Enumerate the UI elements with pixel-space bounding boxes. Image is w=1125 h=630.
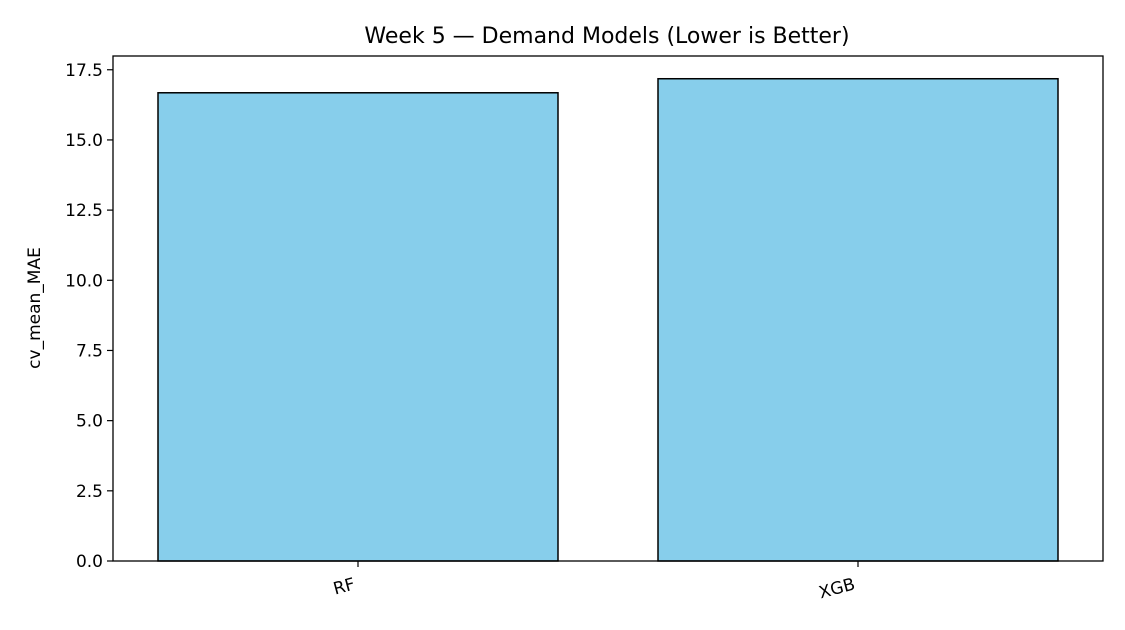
y-tick-label: 17.5 [65, 61, 103, 81]
y-tick-label: 12.5 [65, 201, 103, 221]
y-tick-label: 2.5 [76, 482, 103, 502]
y-axis-ticks: 0.0 2.5 5.0 7.5 10.0 12.5 15.0 17.5 [65, 61, 113, 572]
y-tick-label: 10.0 [65, 271, 103, 291]
y-tick-label: 7.5 [76, 341, 103, 361]
plot-area-frame [112, 55, 1104, 562]
bar-xgb [657, 77, 1059, 562]
x-tick-label-rf: RF [331, 575, 357, 600]
x-axis-ticks: RF XGB [331, 561, 859, 604]
y-axis-label: cv_mean_MAE [25, 247, 45, 369]
chart-title: Week 5 — Demand Models (Lower is Better) [364, 24, 849, 49]
y-tick-label: 0.0 [76, 552, 103, 572]
y-tick-label: 15.0 [65, 131, 103, 151]
y-tick-label: 5.0 [76, 412, 103, 432]
bars-group [157, 77, 1059, 562]
bar-rf [157, 92, 559, 562]
x-tick-label-xgb: XGB [817, 575, 857, 604]
